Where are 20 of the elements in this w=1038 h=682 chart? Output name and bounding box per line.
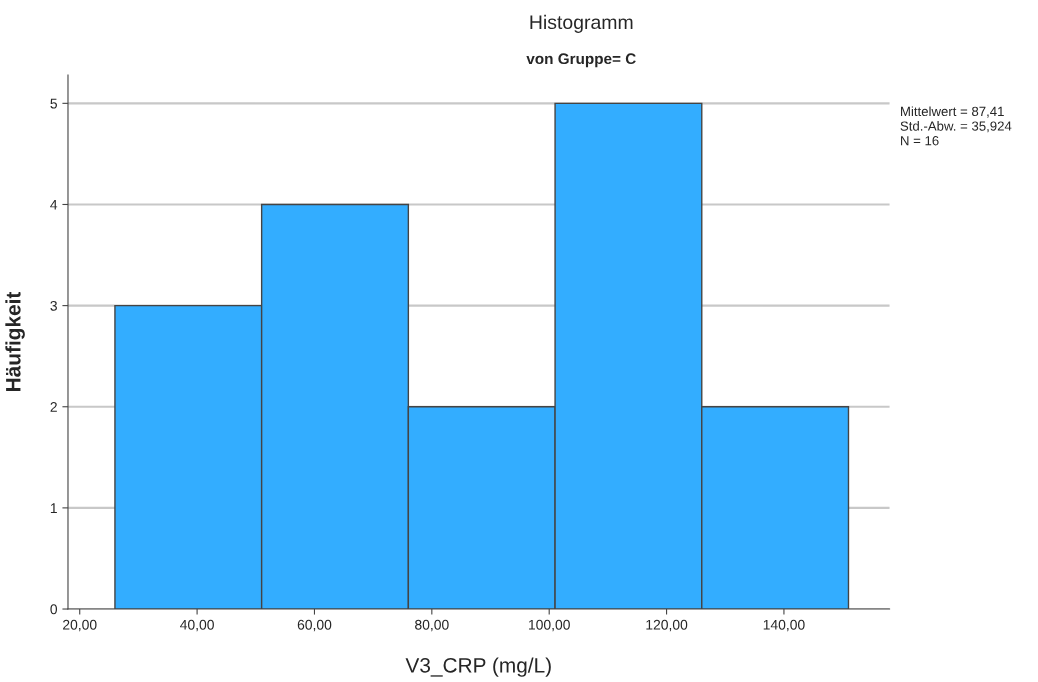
y-tick-label: 4: [50, 199, 58, 210]
y-axis-title: Häufigkeit: [5, 291, 25, 391]
y-tick-label: 0: [50, 604, 58, 615]
y-tick-label: 3: [50, 300, 57, 311]
y-tick-label: 1: [50, 503, 57, 513]
x-tick-label: 80,00: [415, 619, 449, 632]
y-tick-label: 2: [50, 402, 57, 412]
x-tick-label: 120,00: [646, 619, 688, 632]
x-tick-label: 60,00: [297, 619, 332, 632]
x-tick-label: 40,00: [180, 619, 214, 632]
text: N = 16: [901, 136, 939, 146]
text: Mittelwert = 87,41: [901, 106, 1004, 118]
chart-subtitle: von Gruppe= C: [526, 53, 636, 68]
x-tick-label: 140,00: [763, 619, 805, 632]
y-tick-label: 5: [50, 98, 57, 109]
x-tick-label: 20,00: [63, 619, 97, 632]
chart-title: Histogramm: [530, 14, 633, 33]
x-tick-label: 100,00: [529, 619, 570, 632]
text: Std.-Abw. = 35,924: [900, 121, 1012, 133]
x-axis-title: V3_CRP (mg/L): [405, 657, 551, 677]
